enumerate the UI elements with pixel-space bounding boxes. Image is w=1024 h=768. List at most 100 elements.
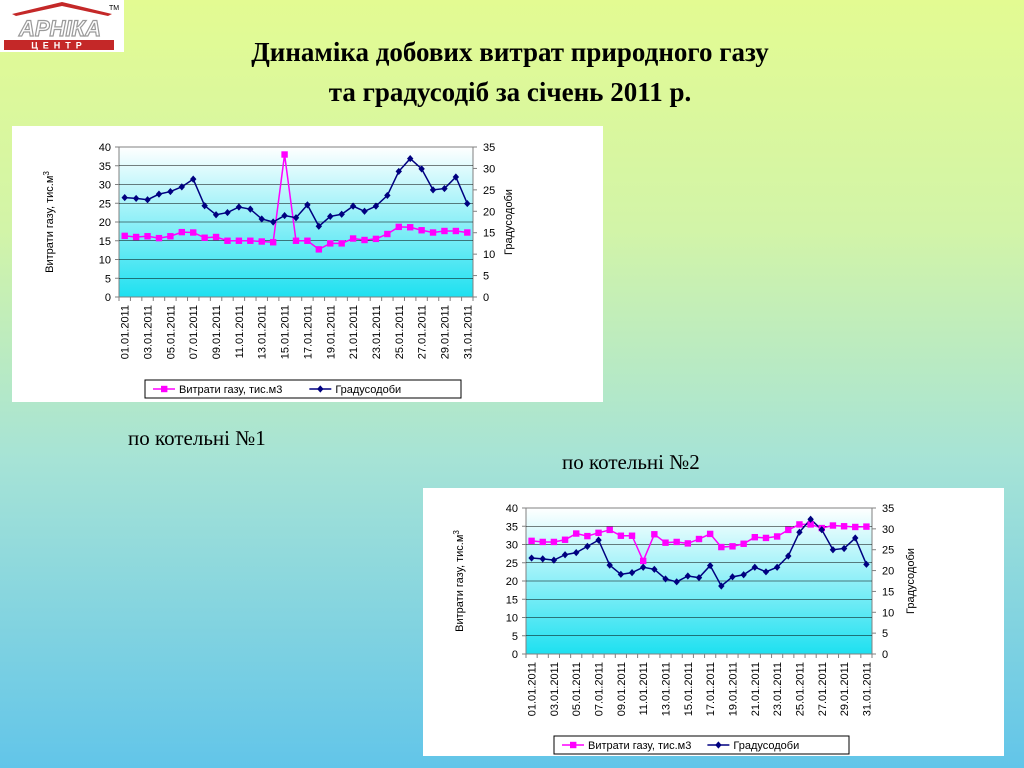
y-tick-label: 40 <box>506 503 518 515</box>
point-gas <box>190 229 197 236</box>
point-gas <box>751 534 759 541</box>
point-gas <box>773 533 781 540</box>
x-tick-label: 29.01.2011 <box>839 662 851 716</box>
y2-tick-label: 10 <box>882 607 894 619</box>
point-degree-days <box>144 196 151 204</box>
y-tick-label: 30 <box>99 180 111 192</box>
y-tick-label: 15 <box>506 594 518 606</box>
point-gas <box>829 522 837 529</box>
legend-marker-degree-days <box>317 385 324 393</box>
company-logo: АРНІКА ЦЕНТР TM <box>0 0 124 52</box>
point-gas <box>651 531 658 538</box>
point-degree-days <box>338 210 345 218</box>
y-axis-title-sup: 3 <box>42 171 51 176</box>
logo-tm: TM <box>109 5 119 12</box>
x-tick-label: 11.01.2011 <box>638 662 650 715</box>
point-gas <box>178 228 186 236</box>
point-gas <box>235 237 243 244</box>
x-tick-label: 01.01.2011 <box>120 305 132 359</box>
y2-tick-label: 15 <box>483 228 495 240</box>
point-degree-days <box>349 202 357 210</box>
y-tick-label: 30 <box>506 540 518 552</box>
point-gas <box>695 535 703 543</box>
x-tick-label: 03.01.2011 <box>143 305 155 359</box>
point-degree-days <box>539 555 546 563</box>
point-gas <box>464 229 471 236</box>
y-tick-label: 25 <box>99 198 111 210</box>
point-gas <box>863 523 870 530</box>
point-gas <box>639 557 647 565</box>
point-gas <box>384 230 391 238</box>
point-degree-days <box>155 190 163 198</box>
point-gas <box>528 537 535 545</box>
point-degree-days <box>292 214 300 222</box>
legend-label-gas: Витрати газу, тис.м3 <box>179 384 282 396</box>
point-gas <box>584 532 591 540</box>
point-gas <box>561 536 569 543</box>
x-tick-label: 17.01.2011 <box>705 662 717 716</box>
page-title: Динаміка добових витрат природного газу … <box>150 32 870 112</box>
point-gas <box>617 532 625 539</box>
point-degree-days <box>361 207 368 215</box>
point-degree-days <box>201 202 208 210</box>
legend-marker-gas <box>161 385 168 393</box>
legend-label-gas: Витрати газу, тис.м3 <box>588 740 691 752</box>
y-tick-label: 10 <box>506 613 518 625</box>
y2-tick-label: 25 <box>882 545 894 557</box>
point-gas <box>247 237 254 244</box>
legend-marker-gas <box>570 741 577 749</box>
y-tick-label: 25 <box>506 558 518 570</box>
logo-band <box>4 40 114 50</box>
point-gas <box>852 523 859 531</box>
x-tick-label: 25.01.2011 <box>794 662 806 716</box>
point-gas <box>418 227 425 234</box>
chart-boiler-1: 0 5 10 15 20 25 30 35 40 0 5 10 15 20 25 30 35 01.01.2011… <box>12 126 603 402</box>
y2-tick-label: 0 <box>882 649 888 661</box>
y2-tick-label: 0 <box>483 292 489 304</box>
point-degree-days <box>212 211 220 219</box>
x-tick-label: 15.01.2011 <box>280 305 292 359</box>
point-gas <box>429 229 437 236</box>
point-gas <box>729 543 736 550</box>
point-degree-days <box>190 175 197 183</box>
point-gas <box>269 239 277 246</box>
point-gas <box>441 227 448 235</box>
x-tick-label: 19.01.2011 <box>727 662 739 716</box>
point-gas <box>315 246 323 253</box>
point-degree-days <box>395 167 402 176</box>
point-degree-days <box>178 183 186 191</box>
y-tick-label: 35 <box>99 161 111 173</box>
chart-2-svg: 0 5 10 15 20 25 30 35 40 0 5 10 15 20 25 30 35 01.01.2011… <box>452 503 917 755</box>
y-tick-label: 0 <box>512 649 518 661</box>
y-axis-title: Витрати газу, тис.м3 <box>452 530 467 632</box>
legend-label-degree-days: Градусодоби <box>335 384 401 396</box>
point-gas <box>452 227 460 235</box>
chart-boiler-2: 0 5 10 15 20 25 30 35 40 0 5 10 15 20 25 30 35 01.01.2011… <box>423 488 1004 756</box>
x-tick-label: 23.01.2011 <box>772 662 784 716</box>
point-gas <box>201 234 208 241</box>
y2-tick-label: 30 <box>882 524 894 536</box>
point-gas <box>762 534 770 542</box>
title-line-1: Динаміка добових витрат природного газу <box>251 37 769 67</box>
y-axis-title-sup: 3 <box>452 530 461 535</box>
y2-axis-title: Градусодоби <box>503 189 515 255</box>
point-gas <box>372 235 380 243</box>
point-gas <box>573 530 580 537</box>
y-axis-title: Витрати газу, тис.м3 <box>42 171 57 273</box>
logo-text: АРНІКА <box>18 16 101 41</box>
y2-tick-label: 25 <box>483 185 495 197</box>
x-tick-label: 21.01.2011 <box>750 662 762 716</box>
point-degree-days <box>315 222 323 230</box>
point-gas <box>718 543 725 551</box>
point-gas <box>395 223 402 231</box>
point-gas <box>673 538 680 546</box>
point-gas <box>595 529 602 537</box>
point-degree-days <box>740 571 747 579</box>
point-gas <box>740 540 747 547</box>
x-tick-label: 25.01.2011 <box>394 305 406 359</box>
y-axis-title-text: Витрати газу, тис.м <box>454 535 466 632</box>
y2-axis-title: Градусодоби <box>905 548 917 614</box>
point-gas <box>349 235 357 242</box>
point-gas <box>807 521 814 528</box>
point-degree-days <box>167 187 174 196</box>
